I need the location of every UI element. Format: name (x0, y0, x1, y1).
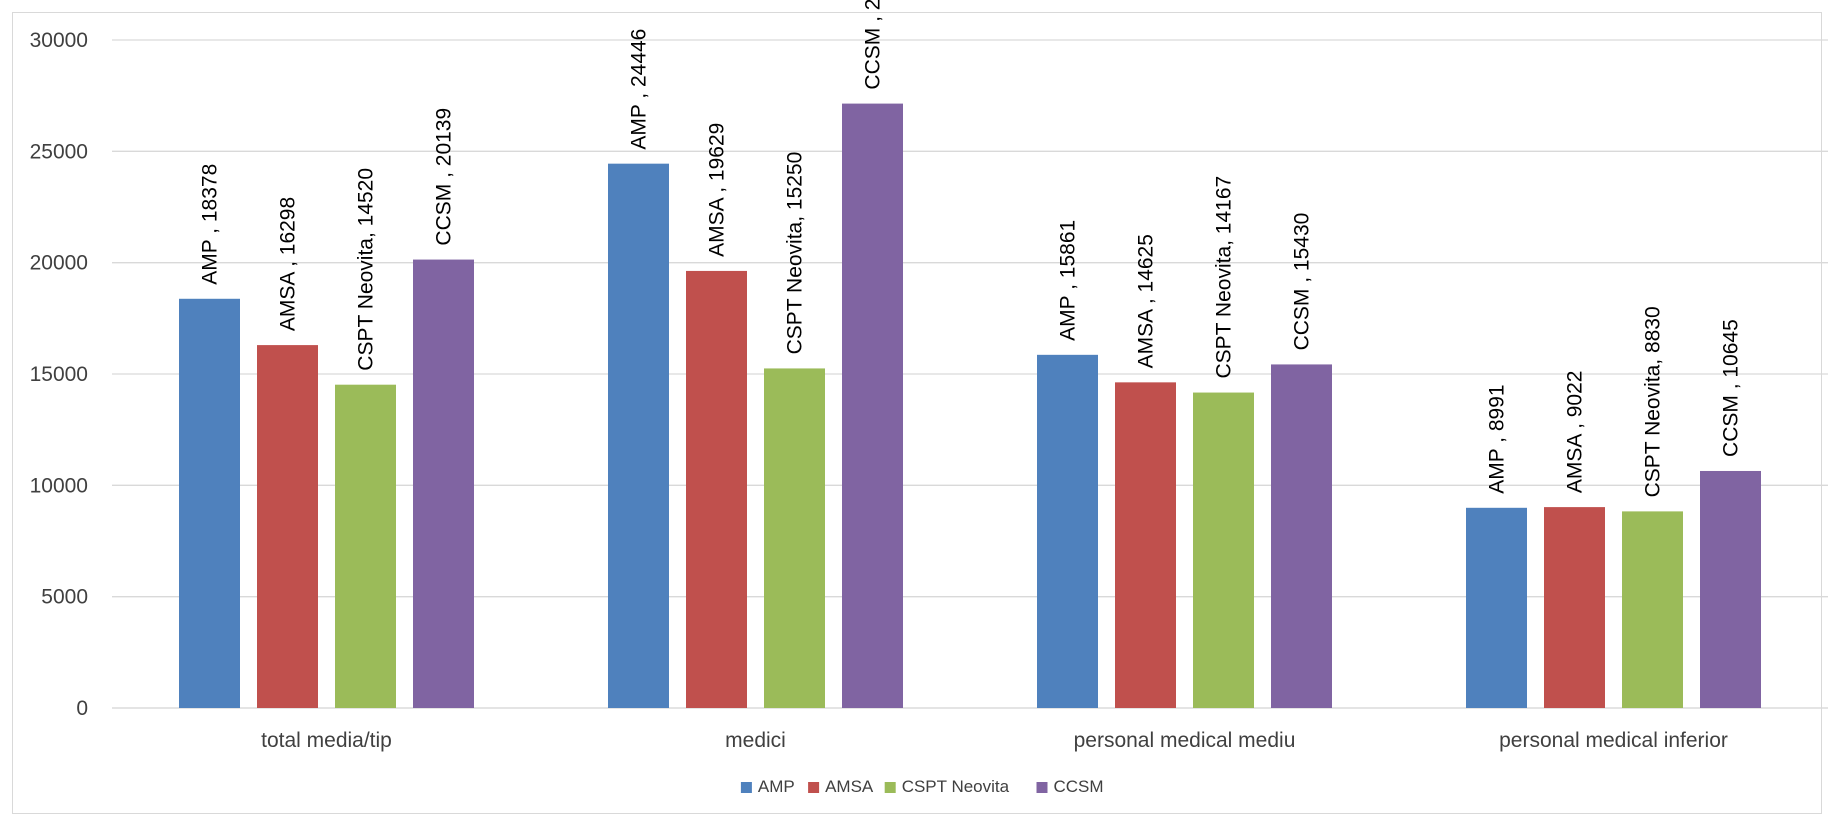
legend-label-ccsm: CCSM (1054, 777, 1104, 796)
bar-cspt-neovita-personal-medical-mediu (1193, 392, 1254, 708)
legend-swatch-amsa (808, 782, 820, 793)
data-label-cspt-neovita-personal-medical-mediu: CSPT Neovita, 14167 (1213, 176, 1236, 379)
category-label-personal-medical-mediu: personal medical mediu (1074, 729, 1296, 752)
bar-amsa-personal-medical-mediu (1115, 382, 1176, 708)
legend-item-amsa: AMSA (808, 777, 874, 796)
bars (179, 103, 1761, 708)
legend-label-cspt-neovita: CSPT Neovita (902, 777, 1010, 796)
y-tick-label: 10000 (30, 474, 88, 497)
y-tick-label: 20000 (30, 252, 88, 275)
bar-ccsm-personal-medical-mediu (1271, 364, 1332, 708)
category-label-total-media-tip: total media/tip (261, 729, 392, 752)
data-label-amsa-personal-medical-mediu: AMSA , 14625 (1135, 234, 1158, 368)
legend-item-amp: AMP (740, 777, 795, 796)
y-tick-label: 25000 (30, 140, 88, 163)
y-tick-label: 5000 (41, 586, 88, 609)
data-label-ccsm-total-media-tip: CCSM , 20139 (433, 108, 456, 246)
bar-ccsm-personal-medical-inferior (1700, 470, 1761, 708)
bar-amp-personal-medical-inferior (1466, 507, 1527, 708)
legend-swatch-amp (740, 782, 752, 793)
data-label-cspt-neovita-personal-medical-inferior: CSPT Neovita, 8830 (1642, 306, 1665, 497)
legend-item-cspt-neovita: CSPT Neovita (884, 777, 1010, 796)
data-label-amp-total-media-tip: AMP , 18378 (199, 164, 222, 285)
bar-cspt-neovita-total-media-tip (335, 384, 396, 708)
category-label-medici: medici (725, 729, 786, 752)
bar-cspt-neovita-medici (764, 368, 825, 708)
bar-amp-personal-medical-mediu (1037, 354, 1098, 708)
bar-amsa-personal-medical-inferior (1544, 507, 1605, 708)
bar-amp-total-media-tip (179, 298, 240, 708)
data-label-cspt-neovita-total-media-tip: CSPT Neovita, 14520 (355, 168, 378, 371)
y-tick-label: 30000 (30, 29, 88, 52)
data-labels: AMP , 18378 AMSA , 16298 CSPT Neovita, 145… (199, 0, 1743, 497)
data-label-ccsm-personal-medical-inferior: CCSM , 10645 (1720, 319, 1743, 457)
legend-item-ccsm: CCSM (1036, 777, 1104, 796)
bar-cspt-neovita-personal-medical-inferior (1622, 511, 1683, 708)
data-label-amsa-personal-medical-inferior: AMSA , 9022 (1564, 371, 1587, 494)
data-label-amp-personal-medical-mediu: AMP , 15861 (1057, 220, 1080, 341)
data-label-amsa-medici: AMSA , 19629 (706, 123, 729, 257)
data-label-amp-medici: AMP , 24446 (628, 29, 651, 150)
data-label-amp-personal-medical-inferior: AMP , 8991 (1486, 384, 1509, 493)
bar-ccsm-total-media-tip (413, 259, 474, 708)
data-label-amsa-total-media-tip: AMSA , 16298 (277, 197, 300, 331)
bar-amp-medici (608, 163, 669, 708)
legend-label-amsa: AMSA (825, 777, 874, 796)
x-axis-category-labels: total media/tip medici personal medical me… (261, 729, 1728, 752)
legend-swatch-ccsm (1036, 782, 1048, 793)
data-label-cspt-neovita-medici: CSPT Neovita, 15250 (784, 152, 807, 355)
y-tick-label: 15000 (30, 363, 88, 386)
data-label-ccsm-medici: CCSM , 27144 (862, 0, 885, 90)
category-label-personal-medical-inferior: personal medical inferior (1499, 729, 1728, 752)
gridlines (112, 39, 1828, 709)
legend-swatch-cspt-neovita (884, 782, 896, 793)
bar-ccsm-medici (842, 103, 903, 708)
bar-amsa-total-media-tip (257, 345, 318, 708)
y-axis-tick-labels: 0 5000 10000 15000 20000 25000 30000 (30, 29, 88, 720)
y-tick-label: 0 (76, 697, 88, 720)
data-label-ccsm-personal-medical-mediu: CCSM , 15430 (1291, 213, 1314, 351)
legend: AMP AMSA CSPT Neovita CCSM (740, 777, 1104, 796)
bar-amsa-medici (686, 270, 747, 708)
legend-label-amp: AMP (758, 777, 795, 796)
